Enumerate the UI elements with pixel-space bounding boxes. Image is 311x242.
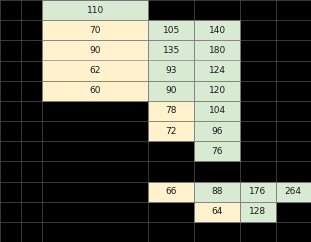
Text: 60: 60 <box>90 86 101 95</box>
Bar <box>194 141 240 161</box>
Bar <box>194 121 240 141</box>
Bar <box>240 202 276 222</box>
Text: 90: 90 <box>166 86 177 95</box>
Text: 104: 104 <box>209 106 226 115</box>
Bar <box>148 60 194 81</box>
Text: 105: 105 <box>163 26 180 35</box>
Bar <box>194 81 240 101</box>
Text: 64: 64 <box>212 207 223 216</box>
Text: 128: 128 <box>249 207 267 216</box>
Bar <box>148 182 194 202</box>
Text: 78: 78 <box>166 106 177 115</box>
Bar <box>42 20 148 40</box>
Bar <box>194 182 240 202</box>
Bar <box>148 20 194 40</box>
Text: 120: 120 <box>209 86 226 95</box>
Text: 66: 66 <box>166 187 177 196</box>
Text: 88: 88 <box>212 187 223 196</box>
Bar <box>42 40 148 60</box>
Text: 90: 90 <box>90 46 101 55</box>
Text: 110: 110 <box>87 6 104 15</box>
Text: 62: 62 <box>90 66 101 75</box>
Text: 70: 70 <box>90 26 101 35</box>
Text: 140: 140 <box>209 26 226 35</box>
Bar <box>194 202 240 222</box>
Text: 76: 76 <box>212 147 223 156</box>
Text: 135: 135 <box>163 46 180 55</box>
Bar <box>194 40 240 60</box>
Bar <box>276 182 311 202</box>
Text: 93: 93 <box>166 66 177 75</box>
Bar <box>42 60 148 81</box>
Text: 72: 72 <box>166 127 177 136</box>
Text: 264: 264 <box>285 187 302 196</box>
Text: 180: 180 <box>209 46 226 55</box>
Bar <box>42 81 148 101</box>
Bar <box>148 40 194 60</box>
Text: 96: 96 <box>212 127 223 136</box>
Bar <box>148 121 194 141</box>
Bar <box>240 182 276 202</box>
Bar <box>148 101 194 121</box>
Bar <box>194 20 240 40</box>
Bar <box>194 60 240 81</box>
Text: 124: 124 <box>209 66 226 75</box>
Bar <box>194 101 240 121</box>
Bar <box>42 0 148 20</box>
Bar <box>148 81 194 101</box>
Text: 176: 176 <box>249 187 267 196</box>
